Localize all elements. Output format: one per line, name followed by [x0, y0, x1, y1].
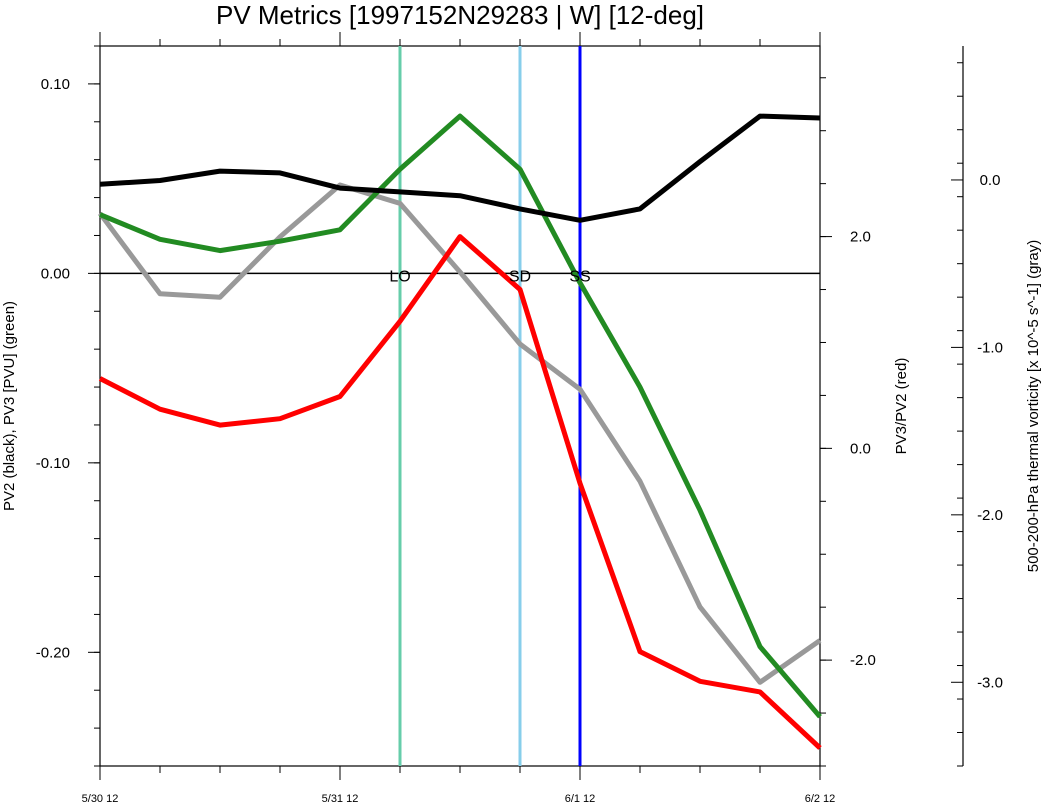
series-line-pv3-pv2 [98, 234, 822, 750]
x-tick-label: 5/31 12 [322, 793, 359, 805]
chart-title: PV Metrics [1997152N29283 | W] [12-deg] [216, 0, 704, 30]
x-tick-label: 6/2 12 [805, 793, 836, 805]
left-axis-label: PV2 (black), PV3 [PVU] (green) [1, 301, 18, 511]
left-tick-label: -0.10 [36, 455, 70, 472]
right-tick-label: 0.0 [850, 440, 871, 457]
right-axis-label: PV3/PV2 (red) [893, 358, 910, 455]
left-tick-label: -0.20 [36, 644, 70, 661]
far-right-tick-label: 0.0 [980, 172, 1001, 189]
right-tick-label: 2.0 [850, 229, 871, 246]
right-tick-label: -2.0 [850, 652, 876, 669]
left-tick-label: 0.00 [41, 265, 70, 282]
event-label-ss: SS [569, 268, 590, 285]
far-right-tick-label: -1.0 [977, 339, 1003, 356]
chart-plot-layer: 0.10 0.00 -0.10 -0.20 2.0 0.0 -2.0 0.0 -1.0 -2.0 -… [36, 32, 1003, 805]
series-line-pv3 [99, 113, 822, 719]
x-tick-label: 5/30 12 [82, 793, 119, 805]
far-right-tick-label: -2.0 [977, 507, 1003, 524]
far-right-axis-label: 500-200-hPa thermal vorticity [x 10^-5 s… [1025, 240, 1042, 573]
left-tick-label: 0.10 [41, 76, 70, 93]
far-right-tick-label: -3.0 [977, 674, 1003, 691]
series-line-500-200-hpa-thermal-vorticity [97, 182, 822, 685]
event-label-lo: LO [389, 268, 410, 285]
event-label-sd: SD [509, 268, 531, 285]
series-line-pv2 [99, 113, 821, 223]
x-tick-label: 6/1 12 [565, 793, 596, 805]
